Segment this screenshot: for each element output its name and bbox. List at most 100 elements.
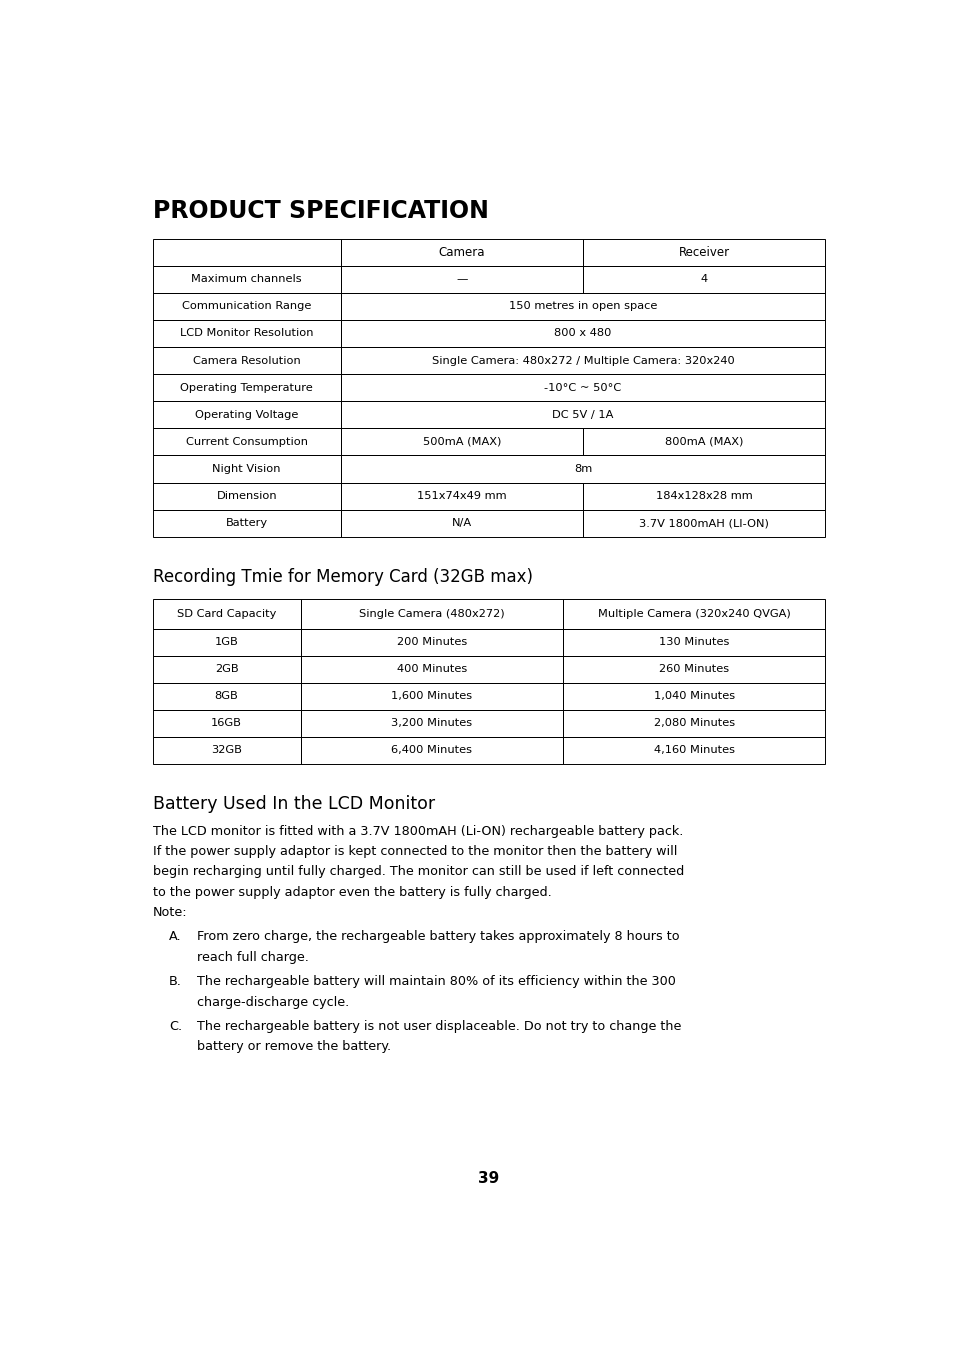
Bar — [340, 374, 824, 401]
Bar — [300, 600, 562, 628]
Bar — [300, 737, 562, 764]
Bar — [582, 509, 824, 536]
Text: Camera: Camera — [438, 245, 485, 259]
Text: 260 Minutes: 260 Minutes — [659, 665, 728, 674]
Text: B.: B. — [169, 975, 181, 988]
Text: 4: 4 — [700, 275, 707, 284]
Bar — [152, 628, 300, 655]
Text: 151x74x49 mm: 151x74x49 mm — [416, 492, 506, 501]
Text: Receiver: Receiver — [678, 245, 729, 259]
Text: LCD Monitor Resolution: LCD Monitor Resolution — [180, 329, 314, 338]
Bar — [340, 428, 582, 455]
Bar — [300, 682, 562, 709]
Text: 3,200 Minutes: 3,200 Minutes — [391, 719, 472, 728]
Text: Night Vision: Night Vision — [213, 464, 281, 474]
Bar — [582, 238, 824, 265]
Text: 8GB: 8GB — [214, 692, 238, 701]
Text: Operating Temperature: Operating Temperature — [180, 383, 313, 393]
Bar — [152, 292, 340, 320]
Bar — [300, 628, 562, 655]
Text: The LCD monitor is fitted with a 3.7V 1800mAH (Li-ON) rechargeable battery pack.: The LCD monitor is fitted with a 3.7V 18… — [152, 825, 682, 838]
Text: Current Consumption: Current Consumption — [186, 437, 308, 447]
Text: reach full charge.: reach full charge. — [196, 951, 309, 964]
Text: battery or remove the battery.: battery or remove the battery. — [196, 1040, 391, 1053]
Bar — [562, 737, 824, 764]
Bar — [152, 374, 340, 401]
Text: Recording Tmie for Memory Card (32GB max): Recording Tmie for Memory Card (32GB max… — [152, 569, 532, 586]
Text: C.: C. — [169, 1020, 182, 1033]
Bar — [152, 455, 340, 482]
Text: Battery: Battery — [226, 519, 268, 528]
Bar — [340, 320, 824, 347]
Bar — [340, 265, 582, 292]
Text: Communication Range: Communication Range — [182, 302, 311, 311]
Bar — [562, 628, 824, 655]
Text: 400 Minutes: 400 Minutes — [396, 665, 466, 674]
Text: 1GB: 1GB — [214, 638, 238, 647]
Text: 130 Minutes: 130 Minutes — [659, 638, 728, 647]
Text: 150 metres in open space: 150 metres in open space — [508, 302, 657, 311]
Text: 184x128x28 mm: 184x128x28 mm — [655, 492, 752, 501]
Bar — [562, 655, 824, 682]
Text: 200 Minutes: 200 Minutes — [396, 638, 466, 647]
Bar — [340, 455, 824, 482]
Text: DC 5V / 1A: DC 5V / 1A — [552, 410, 613, 420]
Bar — [340, 347, 824, 374]
Bar — [152, 265, 340, 292]
Text: Battery Used In the LCD Monitor: Battery Used In the LCD Monitor — [152, 795, 435, 814]
Bar — [152, 401, 340, 428]
Text: The rechargeable battery is not user displaceable. Do not try to change the: The rechargeable battery is not user dis… — [196, 1020, 680, 1033]
Text: Single Camera: 480x272 / Multiple Camera: 320x240: Single Camera: 480x272 / Multiple Camera… — [432, 356, 734, 366]
Text: From zero charge, the rechargeable battery takes approximately 8 hours to: From zero charge, the rechargeable batte… — [196, 930, 679, 944]
Text: 6,400 Minutes: 6,400 Minutes — [391, 746, 472, 756]
Bar — [582, 482, 824, 509]
Text: N/A: N/A — [452, 519, 472, 528]
Text: PRODUCT SPECIFICATION: PRODUCT SPECIFICATION — [152, 199, 488, 223]
Bar — [152, 509, 340, 536]
Text: 39: 39 — [477, 1171, 499, 1186]
Text: 800 x 480: 800 x 480 — [554, 329, 611, 338]
Bar — [152, 482, 340, 509]
Bar — [582, 265, 824, 292]
Text: Note:: Note: — [152, 906, 187, 919]
Bar — [152, 347, 340, 374]
Text: Operating Voltage: Operating Voltage — [194, 410, 298, 420]
Bar — [152, 600, 300, 628]
Bar — [562, 682, 824, 709]
Text: 1,040 Minutes: 1,040 Minutes — [653, 692, 734, 701]
Bar — [152, 428, 340, 455]
Text: -10°C ~ 50°C: -10°C ~ 50°C — [544, 383, 621, 393]
Bar — [300, 709, 562, 737]
Text: Dimension: Dimension — [216, 492, 276, 501]
Text: 32GB: 32GB — [211, 746, 242, 756]
Text: to the power supply adaptor even the battery is fully charged.: to the power supply adaptor even the bat… — [152, 886, 551, 899]
Text: The rechargeable battery will maintain 80% of its efficiency within the 300: The rechargeable battery will maintain 8… — [196, 975, 675, 988]
Text: If the power supply adaptor is kept connected to the monitor then the battery wi: If the power supply adaptor is kept conn… — [152, 845, 677, 858]
Text: A.: A. — [169, 930, 181, 944]
Text: SD Card Capacity: SD Card Capacity — [176, 609, 276, 619]
Bar — [340, 401, 824, 428]
Bar — [152, 655, 300, 682]
Text: Multiple Camera (320x240 QVGA): Multiple Camera (320x240 QVGA) — [598, 609, 790, 619]
Bar — [152, 737, 300, 764]
Bar — [340, 482, 582, 509]
Bar — [582, 428, 824, 455]
Text: 1,600 Minutes: 1,600 Minutes — [391, 692, 472, 701]
Text: 2,080 Minutes: 2,080 Minutes — [653, 719, 734, 728]
Bar — [152, 238, 340, 265]
Text: 16GB: 16GB — [211, 719, 242, 728]
Bar — [152, 320, 340, 347]
Text: 3.7V 1800mAH (LI-ON): 3.7V 1800mAH (LI-ON) — [639, 519, 768, 528]
Bar — [340, 292, 824, 320]
Text: 2GB: 2GB — [214, 665, 238, 674]
Text: 800mA (MAX): 800mA (MAX) — [664, 437, 742, 447]
Text: 8m: 8m — [574, 464, 592, 474]
Text: Camera Resolution: Camera Resolution — [193, 356, 300, 366]
Text: Single Camera (480x272): Single Camera (480x272) — [358, 609, 504, 619]
Bar — [300, 655, 562, 682]
Text: —: — — [456, 275, 467, 284]
Bar — [562, 709, 824, 737]
Text: 500mA (MAX): 500mA (MAX) — [422, 437, 500, 447]
Bar — [340, 509, 582, 536]
Text: 4,160 Minutes: 4,160 Minutes — [653, 746, 734, 756]
